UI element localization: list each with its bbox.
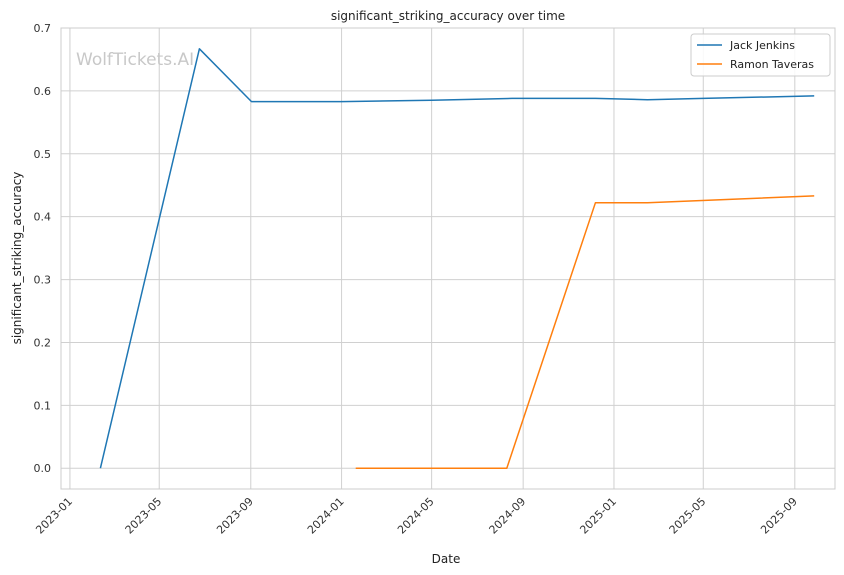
y-axis-title: significant_striking_accuracy — [10, 172, 24, 345]
y-tick-label: 0.2 — [34, 336, 52, 349]
x-axis-title: Date — [432, 552, 461, 566]
legend: Jack Jenkins Ramon Taveras — [690, 33, 831, 77]
y-tick-label: 0.6 — [34, 85, 52, 98]
series-line-2 — [355, 195, 815, 469]
series-line-1 — [99, 48, 815, 469]
y-tick-label: 0.4 — [34, 211, 52, 224]
y-tick-label: 0.1 — [34, 399, 52, 412]
watermark-text: WolfTickets.AI — [76, 50, 194, 70]
y-tick-label: 0.0 — [34, 462, 52, 475]
legend-box — [690, 33, 831, 77]
chart-title: significant_striking_accuracy over time — [331, 9, 565, 23]
legend-label: Ramon Taveras — [730, 58, 814, 71]
y-tick-label: 0.5 — [34, 148, 52, 161]
series-layer — [99, 48, 815, 469]
legend-label: Jack Jenkins — [729, 39, 795, 52]
y-tick-labels: 0.0 0.1 0.2 0.3 0.4 0.5 0.6 0.7 — [34, 22, 52, 475]
y-tick-label: 0.7 — [34, 22, 52, 35]
y-tick-label: 0.3 — [34, 274, 52, 287]
plot-frame — [60, 27, 836, 490]
